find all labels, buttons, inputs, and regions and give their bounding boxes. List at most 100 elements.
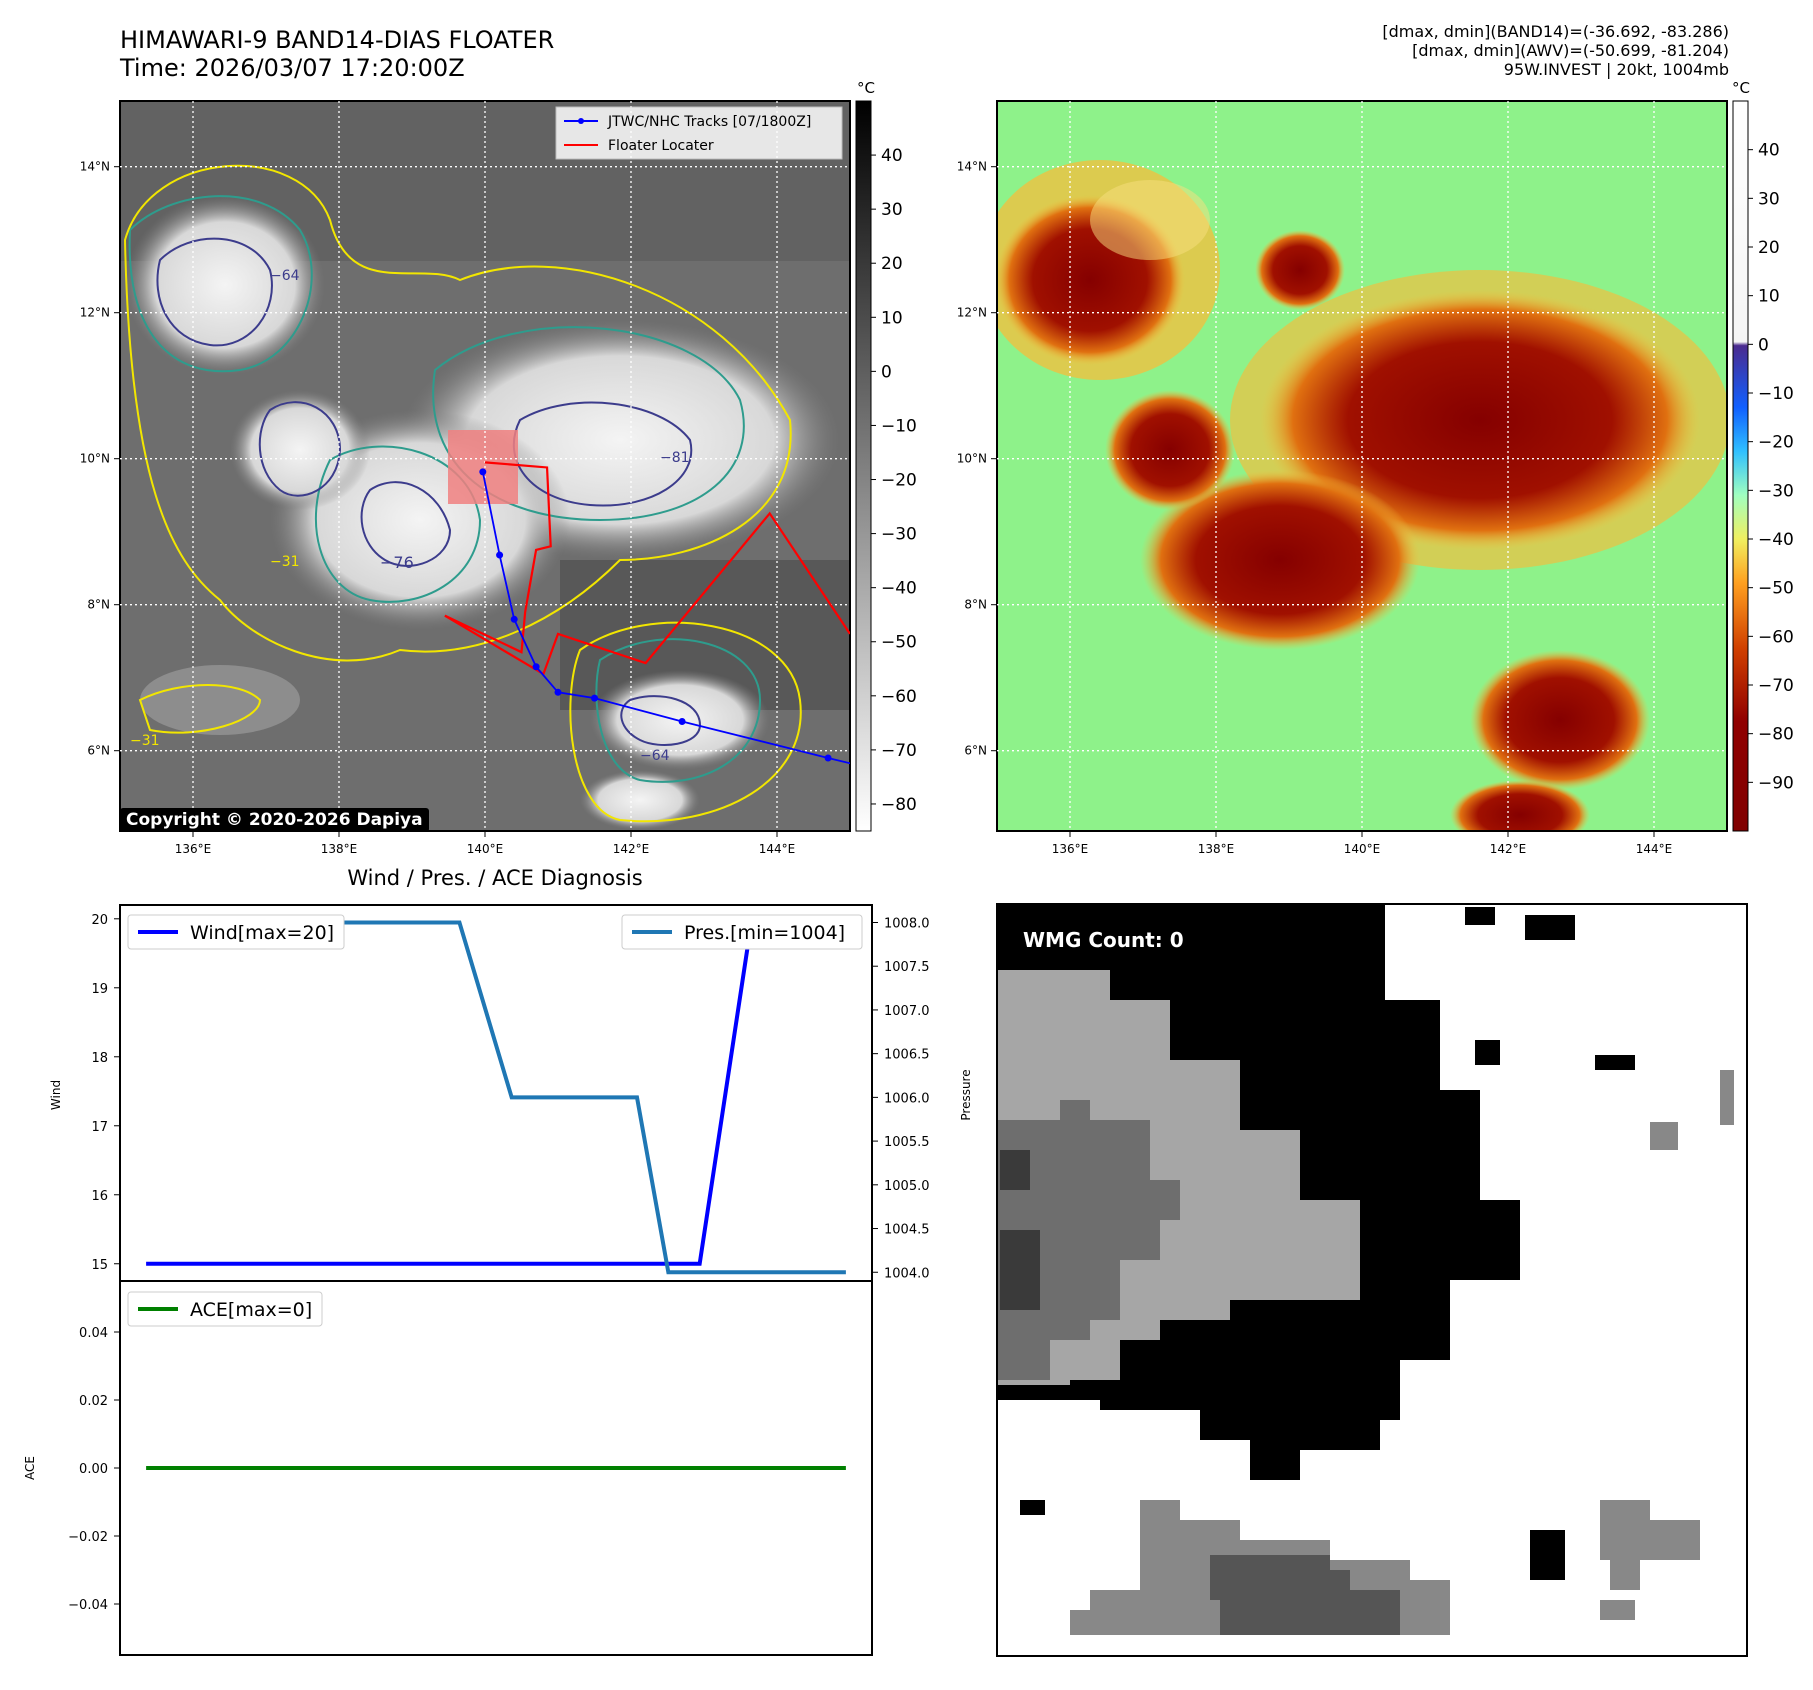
colorbar-tick-label: 40 [881, 146, 903, 166]
colorbar-tick-label: −50 [881, 633, 917, 653]
wind-tick-label: 20 [91, 913, 108, 928]
pres-tick-label: 1007.0 [884, 1004, 930, 1019]
tick-label-lat: 6°N [964, 744, 987, 758]
stats-band14: [dmax, dmin](BAND14)=(-36.692, -83.286) [1382, 22, 1729, 41]
pressure-axis-label: Pressure [959, 1069, 973, 1120]
wind-tick-label: 15 [91, 1258, 108, 1273]
ir-gridlines [120, 101, 850, 831]
stats-invest: 95W.INVEST | 20kt, 1004mb [1503, 60, 1729, 79]
stats-block: [dmax, dmin](BAND14)=(-36.692, -83.286) … [1382, 22, 1729, 79]
pres-tick-label: 1004.0 [884, 1266, 930, 1281]
colorbar-tick-label: −70 [1758, 676, 1794, 696]
ir-axis-ticks: 136°E 138°E 140°E 142°E 144°E 14°N 12°N 10°N 8°N… [80, 160, 796, 856]
ace-axis-label: ACE [23, 1456, 37, 1480]
colorbar-tick-label: −60 [881, 687, 917, 707]
legend-locater-label: Floater Locater [608, 138, 714, 154]
tick-label-lon: 144°E [759, 842, 796, 856]
colorbar-tick-label: 0 [1758, 335, 1769, 355]
colorbar-tick-label: 20 [881, 254, 903, 274]
track-point [532, 663, 540, 671]
tick-label-lat: 10°N [80, 452, 110, 466]
pres-tick-label: 1005.5 [884, 1135, 930, 1150]
colorbar-tick-label: −10 [1758, 384, 1794, 404]
ir-track-overlay [444, 461, 850, 765]
wind-tick-label: 17 [91, 1120, 108, 1135]
wmg-count-label: WMG Count: 0 [1015, 924, 1192, 956]
tick-label-lat: 14°N [80, 160, 110, 174]
legend-track-label: JTWC/NHC Tracks [07/1800Z] [607, 114, 811, 130]
colorbar-tick-label: −60 [1758, 627, 1794, 647]
wmg-frame [996, 903, 1748, 1657]
tick-label-lat: 8°N [964, 598, 987, 612]
wmg-panel [996, 903, 1748, 1657]
ace-tick-label: −0.02 [68, 1530, 108, 1545]
colorbar-tick-label: 0 [881, 362, 892, 382]
wmg-image [997, 904, 1747, 1656]
ir-legend: JTWC/NHC Tracks [07/1800Z] Floater Locat… [555, 106, 843, 160]
colorbar-tick-label: −80 [1758, 725, 1794, 745]
diagnosis-title: Wind / Pres. / ACE Diagnosis [347, 866, 643, 890]
tick-label-lon: 136°E [1052, 842, 1089, 856]
pres-legend-label: Pres.[min=1004] [684, 922, 845, 944]
ir-colorbar-ticks: 40 30 20 10 0 −10 −20 −30 −40 −50 −60 −70 −80 [871, 146, 917, 815]
colorbar-tick-label: 10 [1758, 287, 1780, 307]
tick-label-lon: 144°E [1636, 842, 1673, 856]
contour-label: −64 [270, 268, 300, 284]
ir-panel: −76 −81 −31 −31 −64 −64 136°E 138°E 140°E 1… [80, 79, 917, 856]
pres-tick-label: 1007.5 [884, 960, 930, 975]
ace-panel: 0.04 0.02 0.00 −0.02 −0.04 ACE ACE[max=0] [23, 1280, 873, 1656]
contour-label: −81 [660, 450, 690, 466]
colorbar-tick-label: −30 [881, 525, 917, 545]
colorbar-tick-label: −50 [1758, 579, 1794, 599]
tick-label-lon: 136°E [175, 842, 212, 856]
awv-axis-ticks: 136°E 138°E 140°E 142°E 144°E 14°N 12°N 10°N 8°N… [957, 160, 1673, 856]
wind-axis-ticks: 20 19 18 17 16 15 [91, 913, 120, 1273]
title-time: Time: 2026/03/07 17:20:00Z [120, 54, 465, 82]
contour-label: −64 [640, 748, 670, 764]
awv-image [997, 101, 1727, 831]
track-point [678, 718, 686, 725]
colorbar-tick-label: −70 [881, 741, 917, 761]
ace-tick-label: 0.00 [79, 1462, 108, 1477]
legend-track-marker [578, 118, 584, 124]
tick-label-lat: 6°N [87, 744, 110, 758]
tick-label-lon: 142°E [1490, 842, 1527, 856]
ace-tick-label: 0.02 [79, 1394, 108, 1409]
tick-label-lon: 138°E [321, 842, 358, 856]
track-point [591, 694, 598, 702]
colorbar-tick-label: 20 [1758, 238, 1780, 258]
colorbar-tick-label: 40 [1758, 141, 1780, 161]
stats-awv: [dmax, dmin](AWV)=(-50.699, -81.204) [1412, 41, 1729, 60]
pres-series-line [146, 920, 846, 1275]
wind-pres-frame [119, 904, 873, 1282]
ir-colorbar-unit: °C [857, 79, 875, 97]
colorbar-tick-label: 10 [881, 308, 903, 328]
colorbar-tick-label: 30 [1758, 189, 1780, 209]
ir-image [120, 101, 850, 831]
colorbar-tick-label: −40 [881, 579, 917, 599]
wind-tick-label: 18 [91, 1051, 108, 1066]
ir-colorbar [855, 100, 872, 832]
colorbar-tick-label: −90 [1758, 773, 1794, 793]
tick-label-lon: 140°E [1344, 842, 1381, 856]
wind-axis-label: Wind [49, 1080, 63, 1110]
awv-colorbar [1732, 100, 1749, 832]
tick-label-lat: 12°N [80, 306, 110, 320]
colorbar-tick-label: −30 [1758, 481, 1794, 501]
pres-tick-label: 1008.0 [884, 916, 930, 931]
awv-colorbar-unit: °C [1732, 79, 1750, 97]
tick-label-lon: 140°E [467, 842, 504, 856]
overlay-clip [444, 461, 850, 765]
wind-legend: Wind[max=20] [127, 914, 345, 950]
pres-tick-label: 1006.0 [884, 1091, 930, 1106]
floater-locater-line [444, 461, 850, 676]
title-satellite: HIMAWARI-9 BAND14-DIAS FLOATER [120, 26, 555, 54]
contour-label: −31 [130, 733, 160, 749]
colorbar-tick-label: −20 [1758, 433, 1794, 453]
pres-legend: Pres.[min=1004] [621, 914, 863, 950]
tick-label-lon: 142°E [613, 842, 650, 856]
ace-legend: ACE[max=0] [127, 1291, 323, 1327]
track-point [479, 468, 487, 476]
